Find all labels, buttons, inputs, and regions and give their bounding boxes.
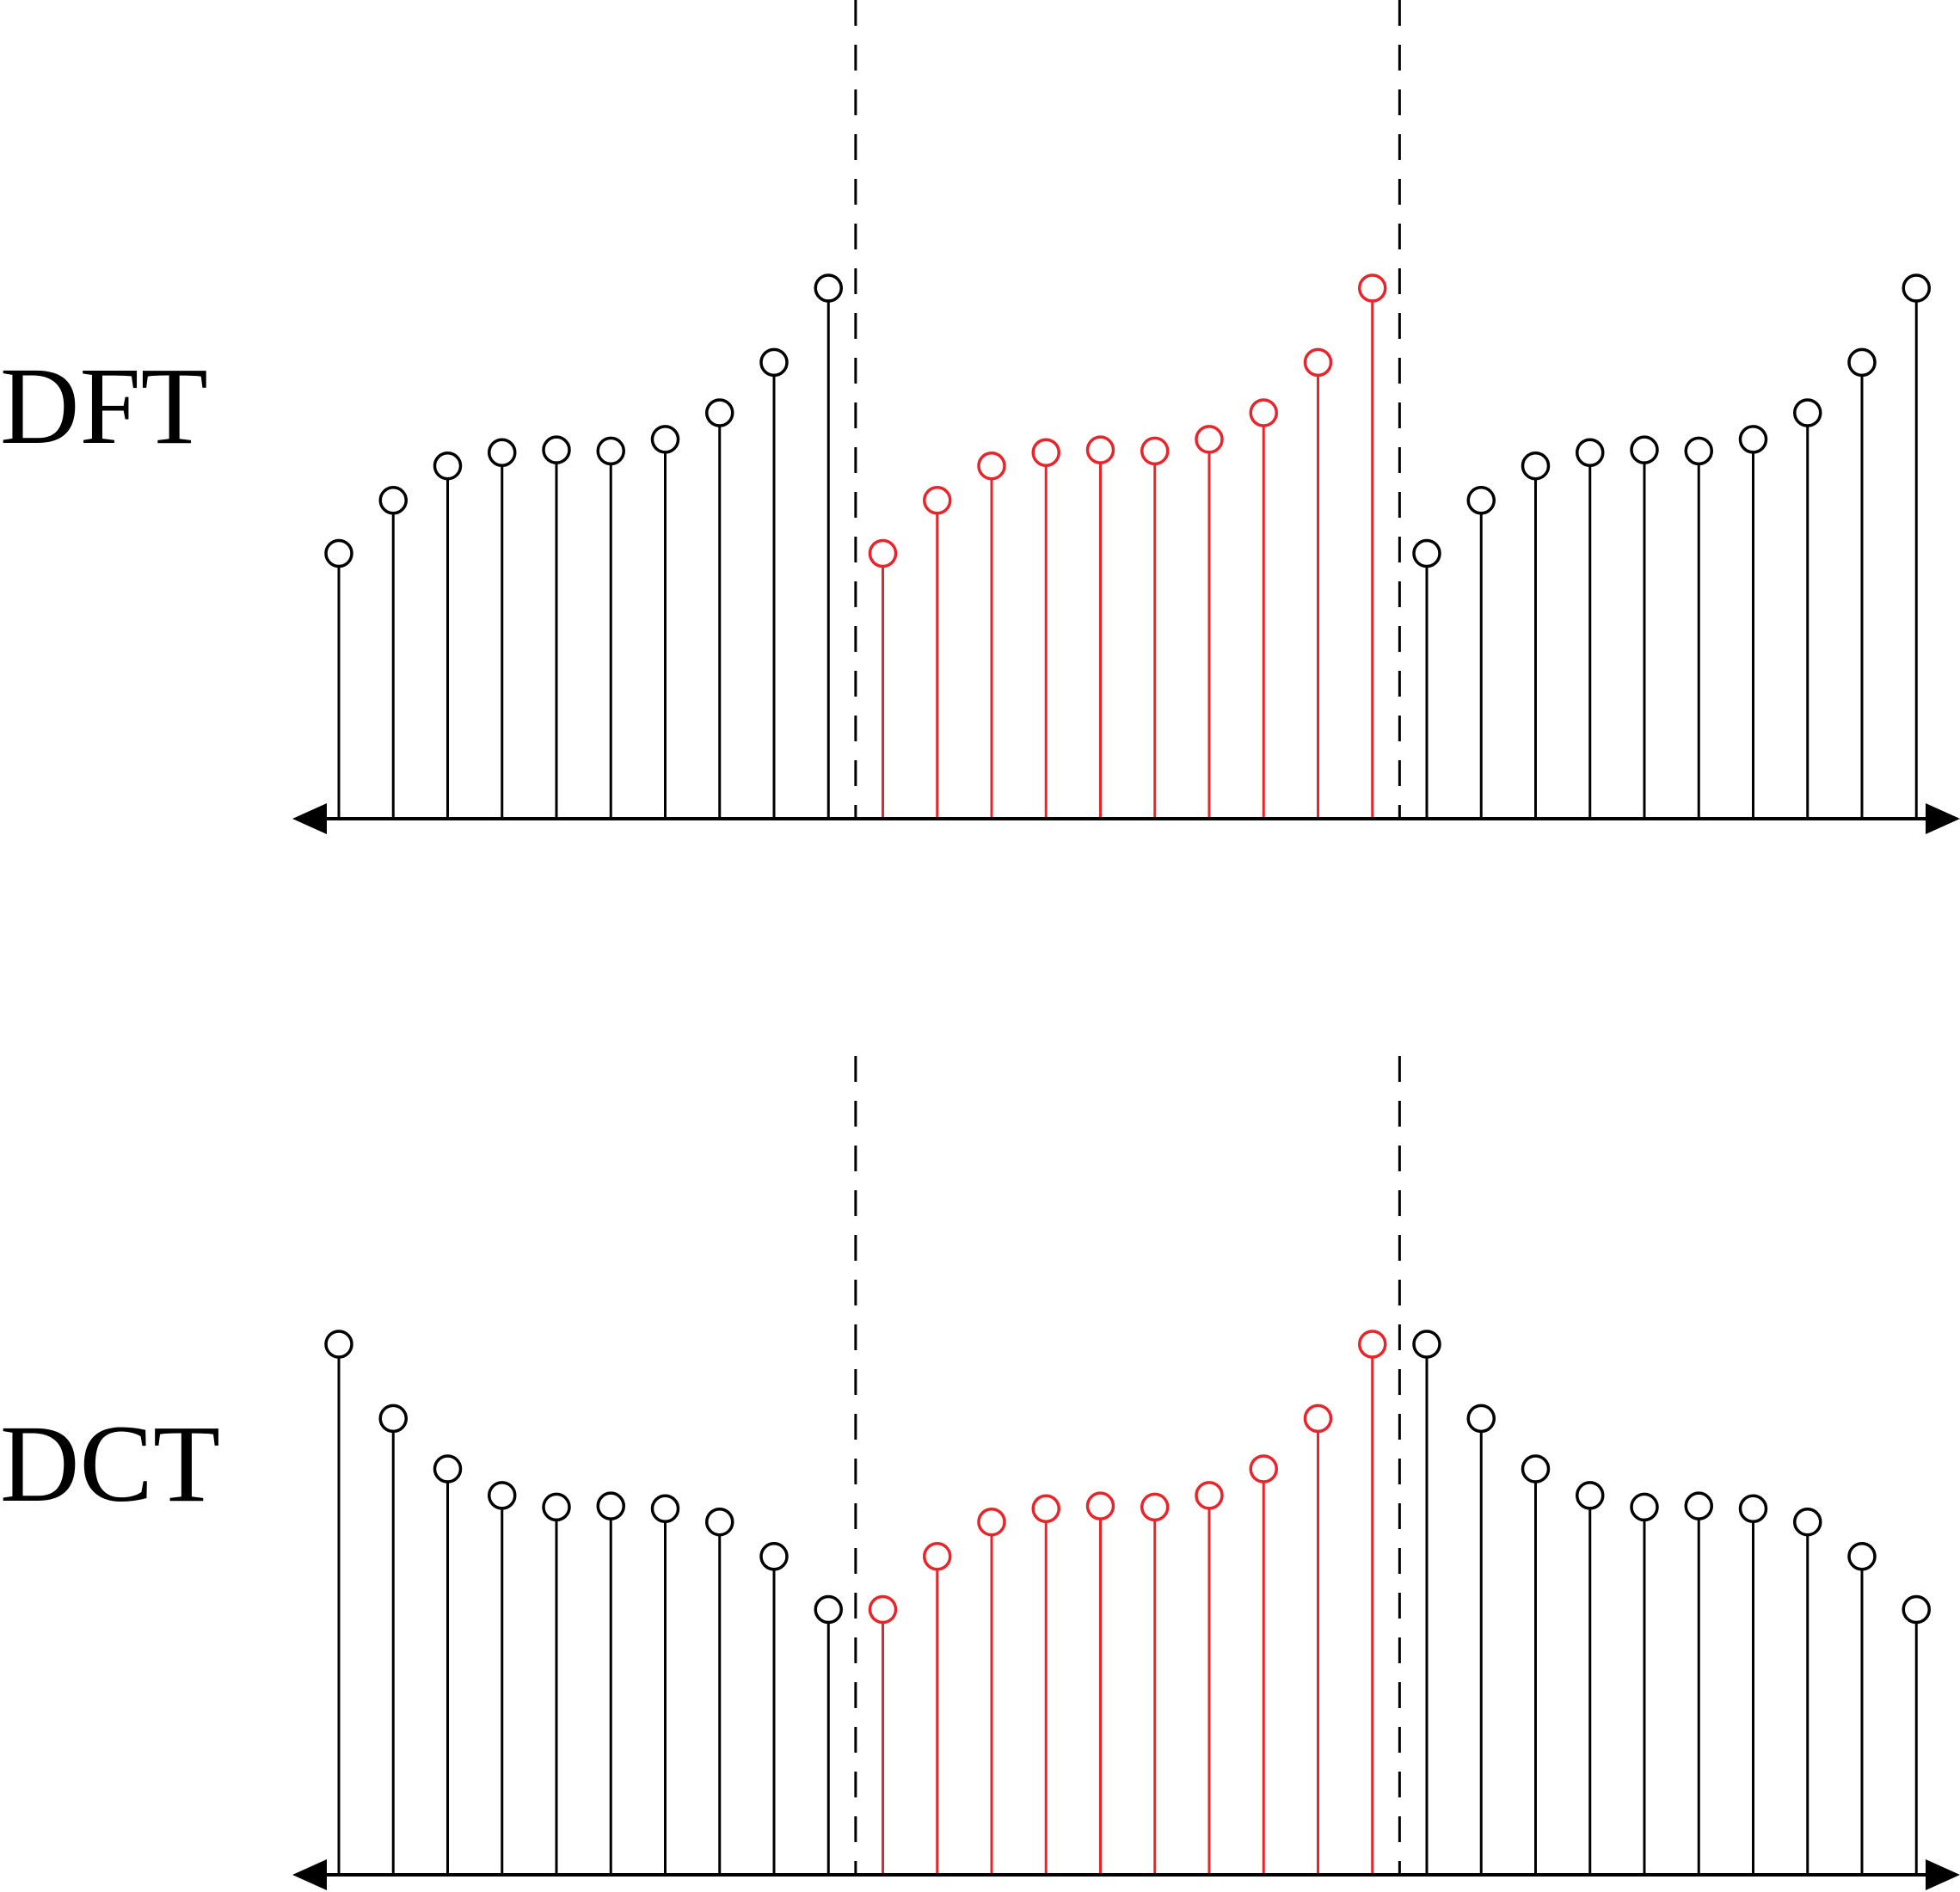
dft-sample-marker-2-0 <box>1412 538 1441 568</box>
dct-sample-marker-0-0 <box>324 1330 353 1359</box>
dct-sample-marker-1-8 <box>1303 1404 1333 1434</box>
dct-sample-marker-0-9 <box>814 1594 843 1625</box>
dct-sample-marker-0-8 <box>759 1542 789 1571</box>
dct-sample-marker-2-4 <box>1630 1492 1659 1522</box>
dft-sample-marker-2-6 <box>1738 425 1768 454</box>
dft-sample-marker-2-8 <box>1847 347 1877 378</box>
dct-sample-marker-0-3 <box>488 1481 517 1510</box>
dct-sample-marker-0-7 <box>705 1507 734 1537</box>
dct-sample-marker-0-1 <box>378 1404 408 1434</box>
dft-sample-marker-1-2 <box>977 451 1006 481</box>
dct-axis-arrow-left <box>292 1859 327 1890</box>
dct-sample-marker-0-6 <box>650 1494 680 1524</box>
dft-sample-marker-1-6 <box>1195 425 1224 454</box>
dft-sample-marker-1-1 <box>923 486 952 515</box>
dct-sample-marker-2-0 <box>1412 1330 1441 1359</box>
dct-sample-marker-2-5 <box>1684 1491 1713 1520</box>
dft-sample-marker-2-4 <box>1630 435 1659 464</box>
dft-label: DFT <box>0 345 208 467</box>
dct-sample-marker-1-1 <box>923 1542 952 1571</box>
dft-sample-marker-0-9 <box>814 273 843 303</box>
dft-panel <box>292 0 1960 834</box>
dct-sample-marker-1-6 <box>1195 1481 1224 1510</box>
dft-sample-marker-0-3 <box>488 438 517 468</box>
dct-sample-marker-2-6 <box>1738 1494 1768 1524</box>
dft-sample-marker-0-0 <box>324 538 353 568</box>
dft-sample-marker-0-4 <box>542 435 571 464</box>
dft-sample-marker-0-2 <box>433 451 463 481</box>
dct-sample-marker-1-7 <box>1249 1454 1278 1484</box>
dct-sample-marker-2-9 <box>1902 1594 1931 1625</box>
dct-sample-marker-2-8 <box>1847 1542 1877 1571</box>
dft-sample-marker-2-9 <box>1902 273 1931 303</box>
dct-sample-marker-2-2 <box>1521 1454 1551 1484</box>
dct-panel <box>292 1056 1960 1890</box>
dct-sample-marker-0-4 <box>542 1492 571 1522</box>
dct-sample-marker-1-4 <box>1085 1491 1115 1520</box>
dft-sample-marker-0-5 <box>596 436 625 466</box>
dct-sample-marker-2-7 <box>1793 1507 1822 1537</box>
dft-sample-marker-2-2 <box>1521 451 1551 481</box>
dct-sample-marker-2-1 <box>1466 1404 1496 1434</box>
dct-sample-marker-1-2 <box>977 1507 1006 1537</box>
dft-sample-marker-1-3 <box>1031 438 1060 468</box>
dft-sample-marker-0-8 <box>759 347 789 378</box>
dct-sample-marker-1-9 <box>1358 1330 1387 1359</box>
dft-axis-arrow-left <box>292 803 327 834</box>
dft-sample-marker-2-5 <box>1684 436 1713 466</box>
dft-sample-marker-0-6 <box>650 425 680 454</box>
dft-sample-marker-1-7 <box>1249 398 1278 427</box>
dft-sample-marker-2-1 <box>1466 486 1496 515</box>
dft-sample-marker-1-0 <box>868 538 898 568</box>
dft-sample-marker-1-5 <box>1140 436 1170 466</box>
dct-sample-marker-1-5 <box>1140 1492 1170 1522</box>
dct-sample-marker-0-5 <box>596 1491 625 1520</box>
dft-sample-marker-0-1 <box>378 486 408 515</box>
dct-sample-marker-1-3 <box>1031 1494 1060 1524</box>
dct-sample-marker-0-2 <box>433 1454 463 1484</box>
dft-axis-arrow-right <box>1926 803 1960 834</box>
dft-sample-marker-1-8 <box>1303 347 1333 378</box>
dct-axis-arrow-right <box>1926 1859 1960 1890</box>
dct-sample-marker-1-0 <box>868 1594 898 1625</box>
dft-sample-marker-0-7 <box>705 398 734 427</box>
dft-sample-marker-2-7 <box>1793 398 1822 427</box>
dft-sample-marker-1-9 <box>1358 273 1387 303</box>
dct-label: DCT <box>0 1403 220 1525</box>
dct-sample-marker-2-3 <box>1576 1481 1605 1510</box>
dft-sample-marker-2-3 <box>1576 438 1605 468</box>
dft-sample-marker-1-4 <box>1085 435 1115 464</box>
